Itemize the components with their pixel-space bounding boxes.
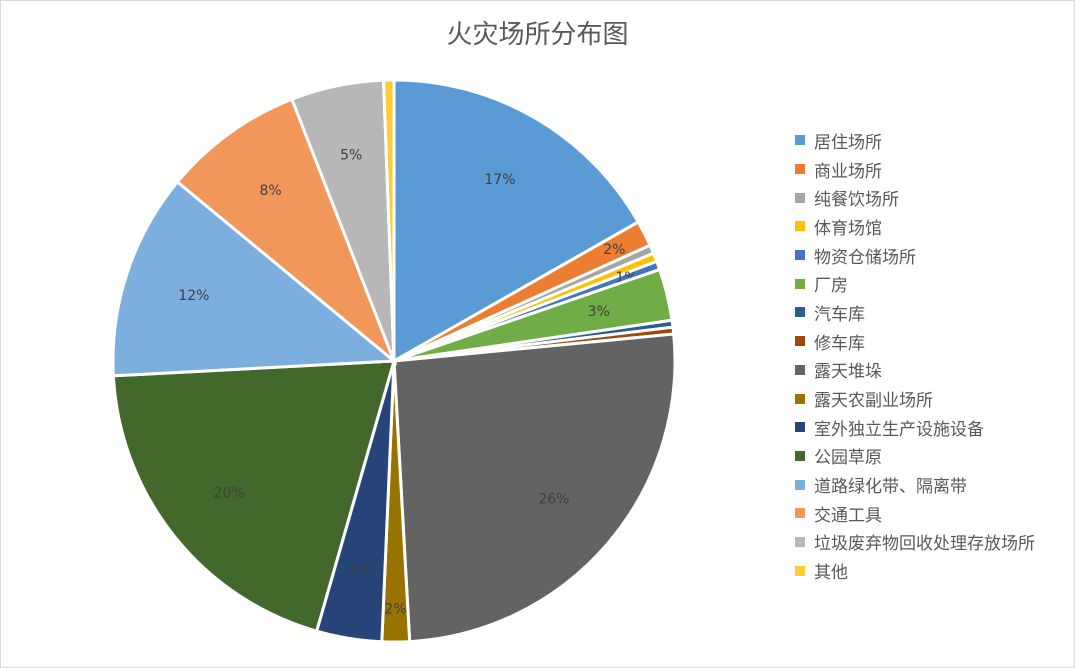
legend-label: 露天农副业场所 [814,391,933,412]
data-label: 8% [259,183,281,199]
legend-label: 垃圾废弃物回收处理存放场所 [814,534,1035,555]
legend-item: 物资仓储场所 [795,241,1035,270]
legend-swatch [795,479,805,490]
legend-swatch [795,508,805,519]
legend-swatch [795,278,805,289]
legend-label: 公园草原 [814,448,882,469]
data-label: 5% [340,148,362,164]
legend-label: 纯餐饮场所 [814,190,899,211]
data-label: 20% [214,485,245,501]
legend-swatch [795,565,805,576]
pie-slice [392,332,677,644]
legend-label: 居住场所 [814,132,882,153]
legend-item: 修车库 [795,327,1035,356]
pie-slice [111,179,398,378]
legend-swatch [795,164,805,175]
legend-label: 室外独立生产设施设备 [814,419,984,440]
pie-slice [382,78,396,362]
chart-title: 火灾场所分布图 [446,20,629,50]
legend-label: 汽车库 [814,304,865,325]
legend-item: 居住场所 [795,126,1035,155]
legend-item: 垃圾废弃物回收处理存放场所 [795,528,1035,557]
legend-item: 其他 [795,556,1035,585]
data-label: 2% [384,601,406,617]
legend-swatch [795,221,805,232]
legend-item: 露天农副业场所 [795,384,1035,413]
legend-swatch [795,192,805,203]
legend-label: 厂房 [814,276,848,297]
legend-swatch [795,135,805,146]
legend-label: 其他 [814,563,848,584]
legend-swatch [795,393,805,404]
legend-swatch [795,364,805,375]
legend-item: 室外独立生产设施设备 [795,413,1035,442]
legend-item: 公园草原 [795,442,1035,471]
legend-item: 体育场馆 [795,212,1035,241]
data-label: 3% [588,304,610,320]
pie-slice [175,97,398,366]
legend-item: 纯餐饮场所 [795,183,1035,212]
data-label: 12% [178,288,209,304]
data-label: 17% [484,172,515,188]
legend-swatch [795,250,805,261]
legend-item: 道路绿化带、隔离带 [795,470,1035,499]
legend-label: 物资仓储场所 [814,247,916,268]
legend-label: 修车库 [814,333,865,354]
legend-label: 交通工具 [814,505,882,526]
legend-label: 体育场馆 [814,218,882,239]
legend-label: 道路绿化带、隔离带 [814,477,967,498]
legend-label: 商业场所 [814,161,882,182]
legend-swatch [795,450,805,461]
legend-item: 厂房 [795,269,1035,298]
data-label: 4% [349,562,371,578]
legend-label: 露天堆垛 [814,362,882,383]
data-label: 2% [603,242,625,258]
legend-item: 商业场所 [795,155,1035,184]
legend-swatch [795,307,805,318]
legend-swatch [795,536,805,547]
legend-item: 露天堆垛 [795,356,1035,385]
legend: 居住场所商业场所纯餐饮场所体育场馆物资仓储场所 厂房汽车库修车库露天堆垛露天农副业… [795,126,1035,585]
pie-slice [392,78,641,364]
data-label: 26% [538,491,569,507]
legend-swatch [795,336,805,347]
pie-slice [111,359,397,634]
legend-item: 交通工具 [795,499,1035,528]
legend-item: 汽车库 [795,298,1035,327]
legend-swatch [795,422,805,433]
